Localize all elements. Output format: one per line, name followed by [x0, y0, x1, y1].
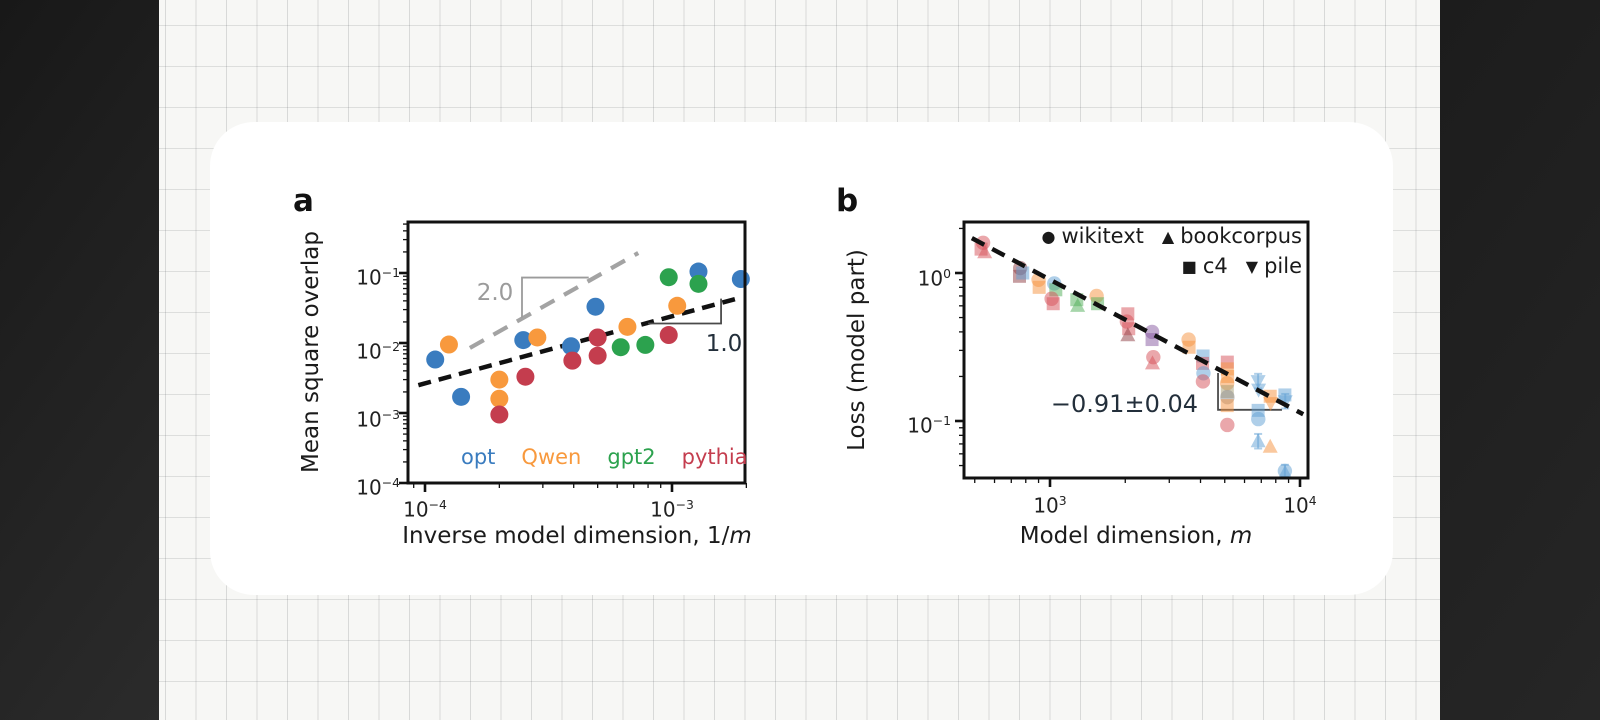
panel-a-ytick-1e-4: 10−4 [356, 475, 400, 500]
legend-label-wikitext: wikitext [1061, 224, 1144, 248]
panel-a-ytick-1e-3: 10−3 [356, 407, 400, 432]
panel-b-ylabel: Loss (model part) [844, 249, 870, 451]
panel-b-ytick-1e-1: 10−1 [907, 413, 951, 438]
square-marker-icon: ■ [1181, 256, 1197, 276]
panel-b-slope-annotation: −0.91±0.04 [1050, 390, 1198, 418]
panel-b-xlabel-text: Model dimension, [1019, 523, 1230, 549]
legend-label-c4: c4 [1202, 254, 1228, 278]
panel-a-ytick-1e-1: 10−1 [356, 265, 400, 290]
panel-b-ytick-1e0: 100 [917, 266, 951, 291]
legend-item-qwen: Qwen [521, 445, 582, 469]
legend-item-pythia: pythia [681, 445, 748, 469]
legend-label-pile: pile [1264, 254, 1302, 278]
panel-a-slope-lower-label: 1.0 [705, 331, 743, 357]
panel-b-xtick-1e3: 103 [1033, 493, 1067, 518]
legend-item-opt: opt [461, 445, 496, 469]
panel-b-plot [955, 220, 1310, 487]
panel-a-xlabel-var: m [729, 523, 752, 549]
right-black-bar [1440, 0, 1600, 720]
panel-b-letter: b [836, 183, 859, 219]
panel-a-ytick-1e-2: 10−2 [356, 339, 400, 364]
triangle-down-marker-icon: ▼ [1245, 256, 1259, 276]
panel-b-xlabel-var: m [1229, 523, 1253, 549]
panel-a-plot [399, 220, 750, 492]
panel-a-slope-upper-label: 2.0 [476, 280, 514, 306]
panel-b-legend-row-2: ■ c4 ▼ pile [1000, 256, 1302, 277]
panel-a-ylabel: Mean square overlap [298, 230, 324, 474]
panel-b-legend-row-1: ● wikitext ▲ bookcorpus [1000, 226, 1302, 247]
left-black-bar [0, 0, 159, 720]
panel-a-letter: a [293, 183, 314, 219]
panel-b-xtick-1e4: 104 [1283, 493, 1317, 518]
circle-marker-icon: ● [1041, 226, 1056, 246]
legend-item-c4: ■ c4 [1182, 256, 1228, 277]
legend-item-bookcorpus: ▲ bookcorpus [1162, 226, 1302, 247]
triangle-marker-icon: ▲ [1161, 226, 1175, 246]
legend-item-wikitext: ● wikitext [1041, 226, 1143, 247]
panel-a-xtick-1e-4: 10−4 [403, 497, 447, 522]
legend-label-bookcorpus: bookcorpus [1180, 224, 1302, 248]
panel-a-xlabel-text: Inverse model dimension, 1/ [402, 523, 730, 549]
legend-item-pile: ▼ pile [1246, 256, 1302, 277]
legend-item-gpt2: gpt2 [607, 445, 656, 469]
panel-a-xlabel: Inverse model dimension, 1/m [377, 523, 777, 549]
panel-a-legend: opt Qwen gpt2 pythia [461, 445, 748, 469]
panel-b-xlabel: Model dimension, m [986, 523, 1286, 549]
panel-a-xtick-1e-3: 10−3 [650, 497, 694, 522]
